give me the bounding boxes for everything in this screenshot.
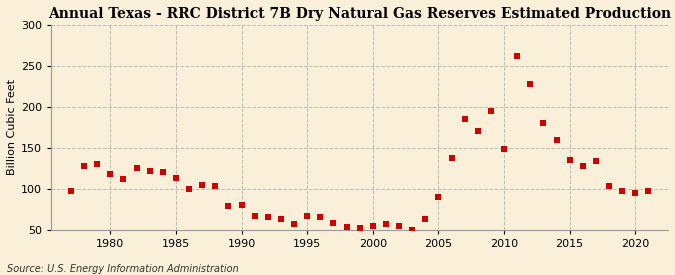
Point [446,156,457,161]
Point [538,121,549,125]
Title: Annual Texas - RRC District 7B Dry Natural Gas Reserves Estimated Production: Annual Texas - RRC District 7B Dry Natur… [48,7,671,21]
Point [328,221,339,226]
Point [171,176,182,180]
Point [564,158,575,162]
Point [157,169,168,174]
Point [630,191,641,195]
Point [105,172,115,176]
Point [184,187,194,191]
Point [144,169,155,173]
Point [577,164,588,168]
Point [315,215,326,220]
Point [472,129,483,134]
Point [394,224,404,228]
Point [354,226,365,230]
Point [512,54,522,58]
Point [459,117,470,121]
Point [236,203,247,207]
Point [210,183,221,188]
Point [92,162,103,166]
Text: Source: U.S. Energy Information Administration: Source: U.S. Energy Information Administ… [7,264,238,274]
Y-axis label: Billion Cubic Feet: Billion Cubic Feet [7,79,17,175]
Point [367,224,378,228]
Point [79,164,90,168]
Point [263,215,273,220]
Point [407,228,418,232]
Point [551,138,562,142]
Point [197,183,208,187]
Point [249,214,260,218]
Point [485,109,496,113]
Point [603,184,614,189]
Point [643,189,654,193]
Point [420,217,431,221]
Point [289,222,300,226]
Point [341,225,352,230]
Point [302,214,313,218]
Point [275,217,286,221]
Point [118,177,129,181]
Point [223,204,234,208]
Point [381,222,392,226]
Point [617,189,628,193]
Point [65,189,76,193]
Point [499,147,510,152]
Point [433,195,443,199]
Point [131,166,142,170]
Point [591,159,601,163]
Point [525,82,536,86]
